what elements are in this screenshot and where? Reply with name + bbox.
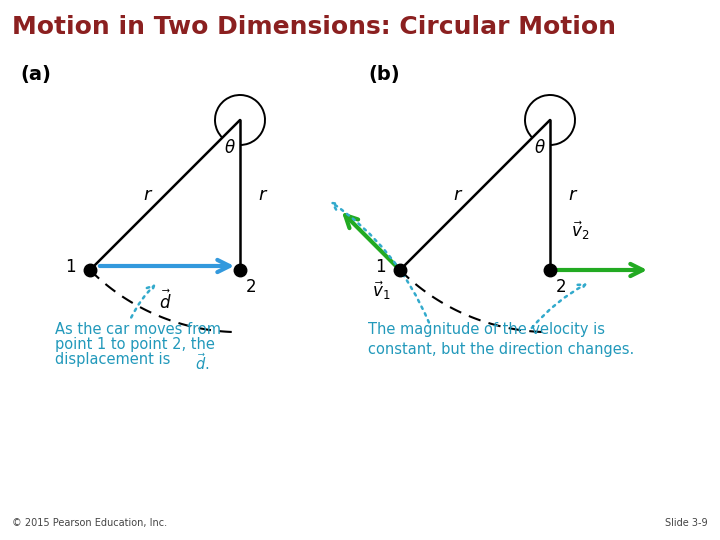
Text: 1: 1 <box>66 258 76 276</box>
Text: © 2015 Pearson Education, Inc.: © 2015 Pearson Education, Inc. <box>12 518 167 528</box>
Text: Slide 3-9: Slide 3-9 <box>665 518 708 528</box>
Text: $\vec{d}$.: $\vec{d}$. <box>195 352 210 373</box>
Text: The magnitude of the velocity is
constant, but the direction changes.: The magnitude of the velocity is constan… <box>368 322 634 357</box>
Text: 1: 1 <box>375 258 386 276</box>
Text: r: r <box>568 186 576 204</box>
Text: $\vec{v}_1$: $\vec{v}_1$ <box>372 280 390 302</box>
Text: θ: θ <box>225 139 235 157</box>
Text: θ: θ <box>535 139 545 157</box>
Text: 2: 2 <box>246 278 256 296</box>
Text: displacement is: displacement is <box>55 352 171 367</box>
Text: As the car moves from: As the car moves from <box>55 322 221 337</box>
Text: r: r <box>454 186 461 204</box>
Text: r: r <box>258 186 266 204</box>
Text: $\vec{v}_2$: $\vec{v}_2$ <box>571 220 589 242</box>
Text: 2: 2 <box>556 278 567 296</box>
Text: (a): (a) <box>20 65 51 84</box>
Text: r: r <box>143 186 150 204</box>
Text: (b): (b) <box>368 65 400 84</box>
Text: Motion in Two Dimensions: Circular Motion: Motion in Two Dimensions: Circular Motio… <box>12 15 616 39</box>
Text: point 1 to point 2, the: point 1 to point 2, the <box>55 337 215 352</box>
Text: $\vec{d}$: $\vec{d}$ <box>158 290 171 314</box>
